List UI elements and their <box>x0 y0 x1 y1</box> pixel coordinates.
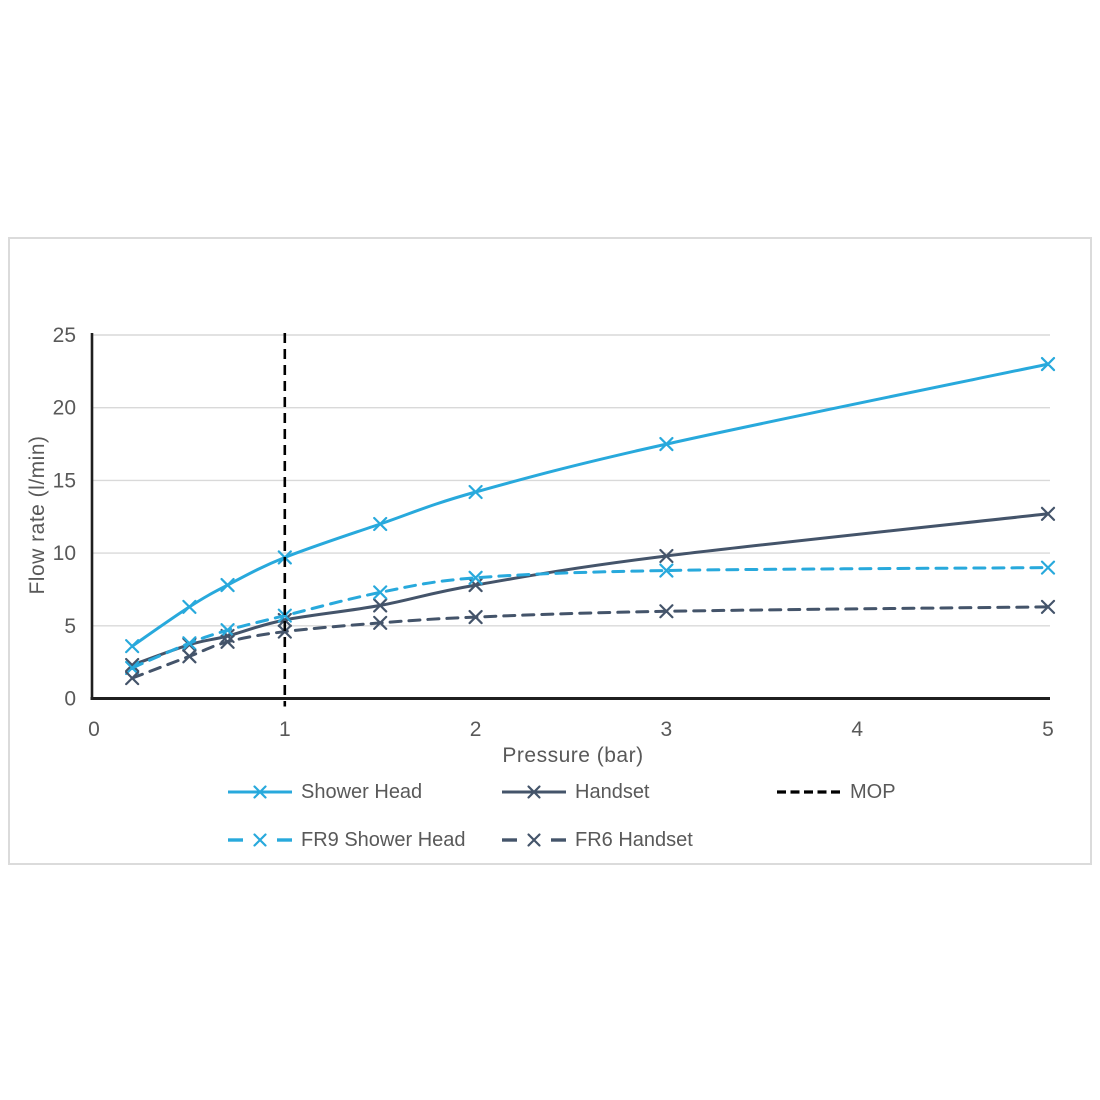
chart-figure <box>8 237 1092 865</box>
y-tick-label: 25 <box>53 324 76 347</box>
series-fr6-handset <box>125 599 1056 686</box>
series-fr9-shower-head <box>125 560 1056 676</box>
series-line <box>130 605 1050 680</box>
x-tick-label: 4 <box>851 718 863 741</box>
x-tick-label: 0 <box>88 718 100 741</box>
series-handset <box>125 506 1056 673</box>
y-tick-label: 0 <box>64 688 76 711</box>
x-tick-label: 2 <box>470 718 482 741</box>
x-tick-label: 1 <box>279 718 291 741</box>
series-line <box>130 512 1050 667</box>
series-line <box>130 566 1050 670</box>
x-tick-label: 5 <box>1042 718 1054 741</box>
x-tick-label: 3 <box>661 718 673 741</box>
y-tick-label: 5 <box>64 615 76 638</box>
series-markers <box>125 560 1056 676</box>
series-markers <box>125 506 1056 673</box>
gridlines <box>92 334 1050 627</box>
x-axis-title: Pressure (bar) <box>502 744 644 767</box>
series-line <box>130 362 1050 648</box>
y-tick-label: 10 <box>53 542 76 565</box>
y-axis-title: Flow rate (l/min) <box>26 435 49 595</box>
y-tick-label: 15 <box>53 469 76 492</box>
tick-labels: 0 5 10 15 20 25 0 1 2 3 4 5 <box>53 324 1054 741</box>
y-tick-label: 20 <box>53 397 76 420</box>
series-markers <box>125 599 1056 686</box>
